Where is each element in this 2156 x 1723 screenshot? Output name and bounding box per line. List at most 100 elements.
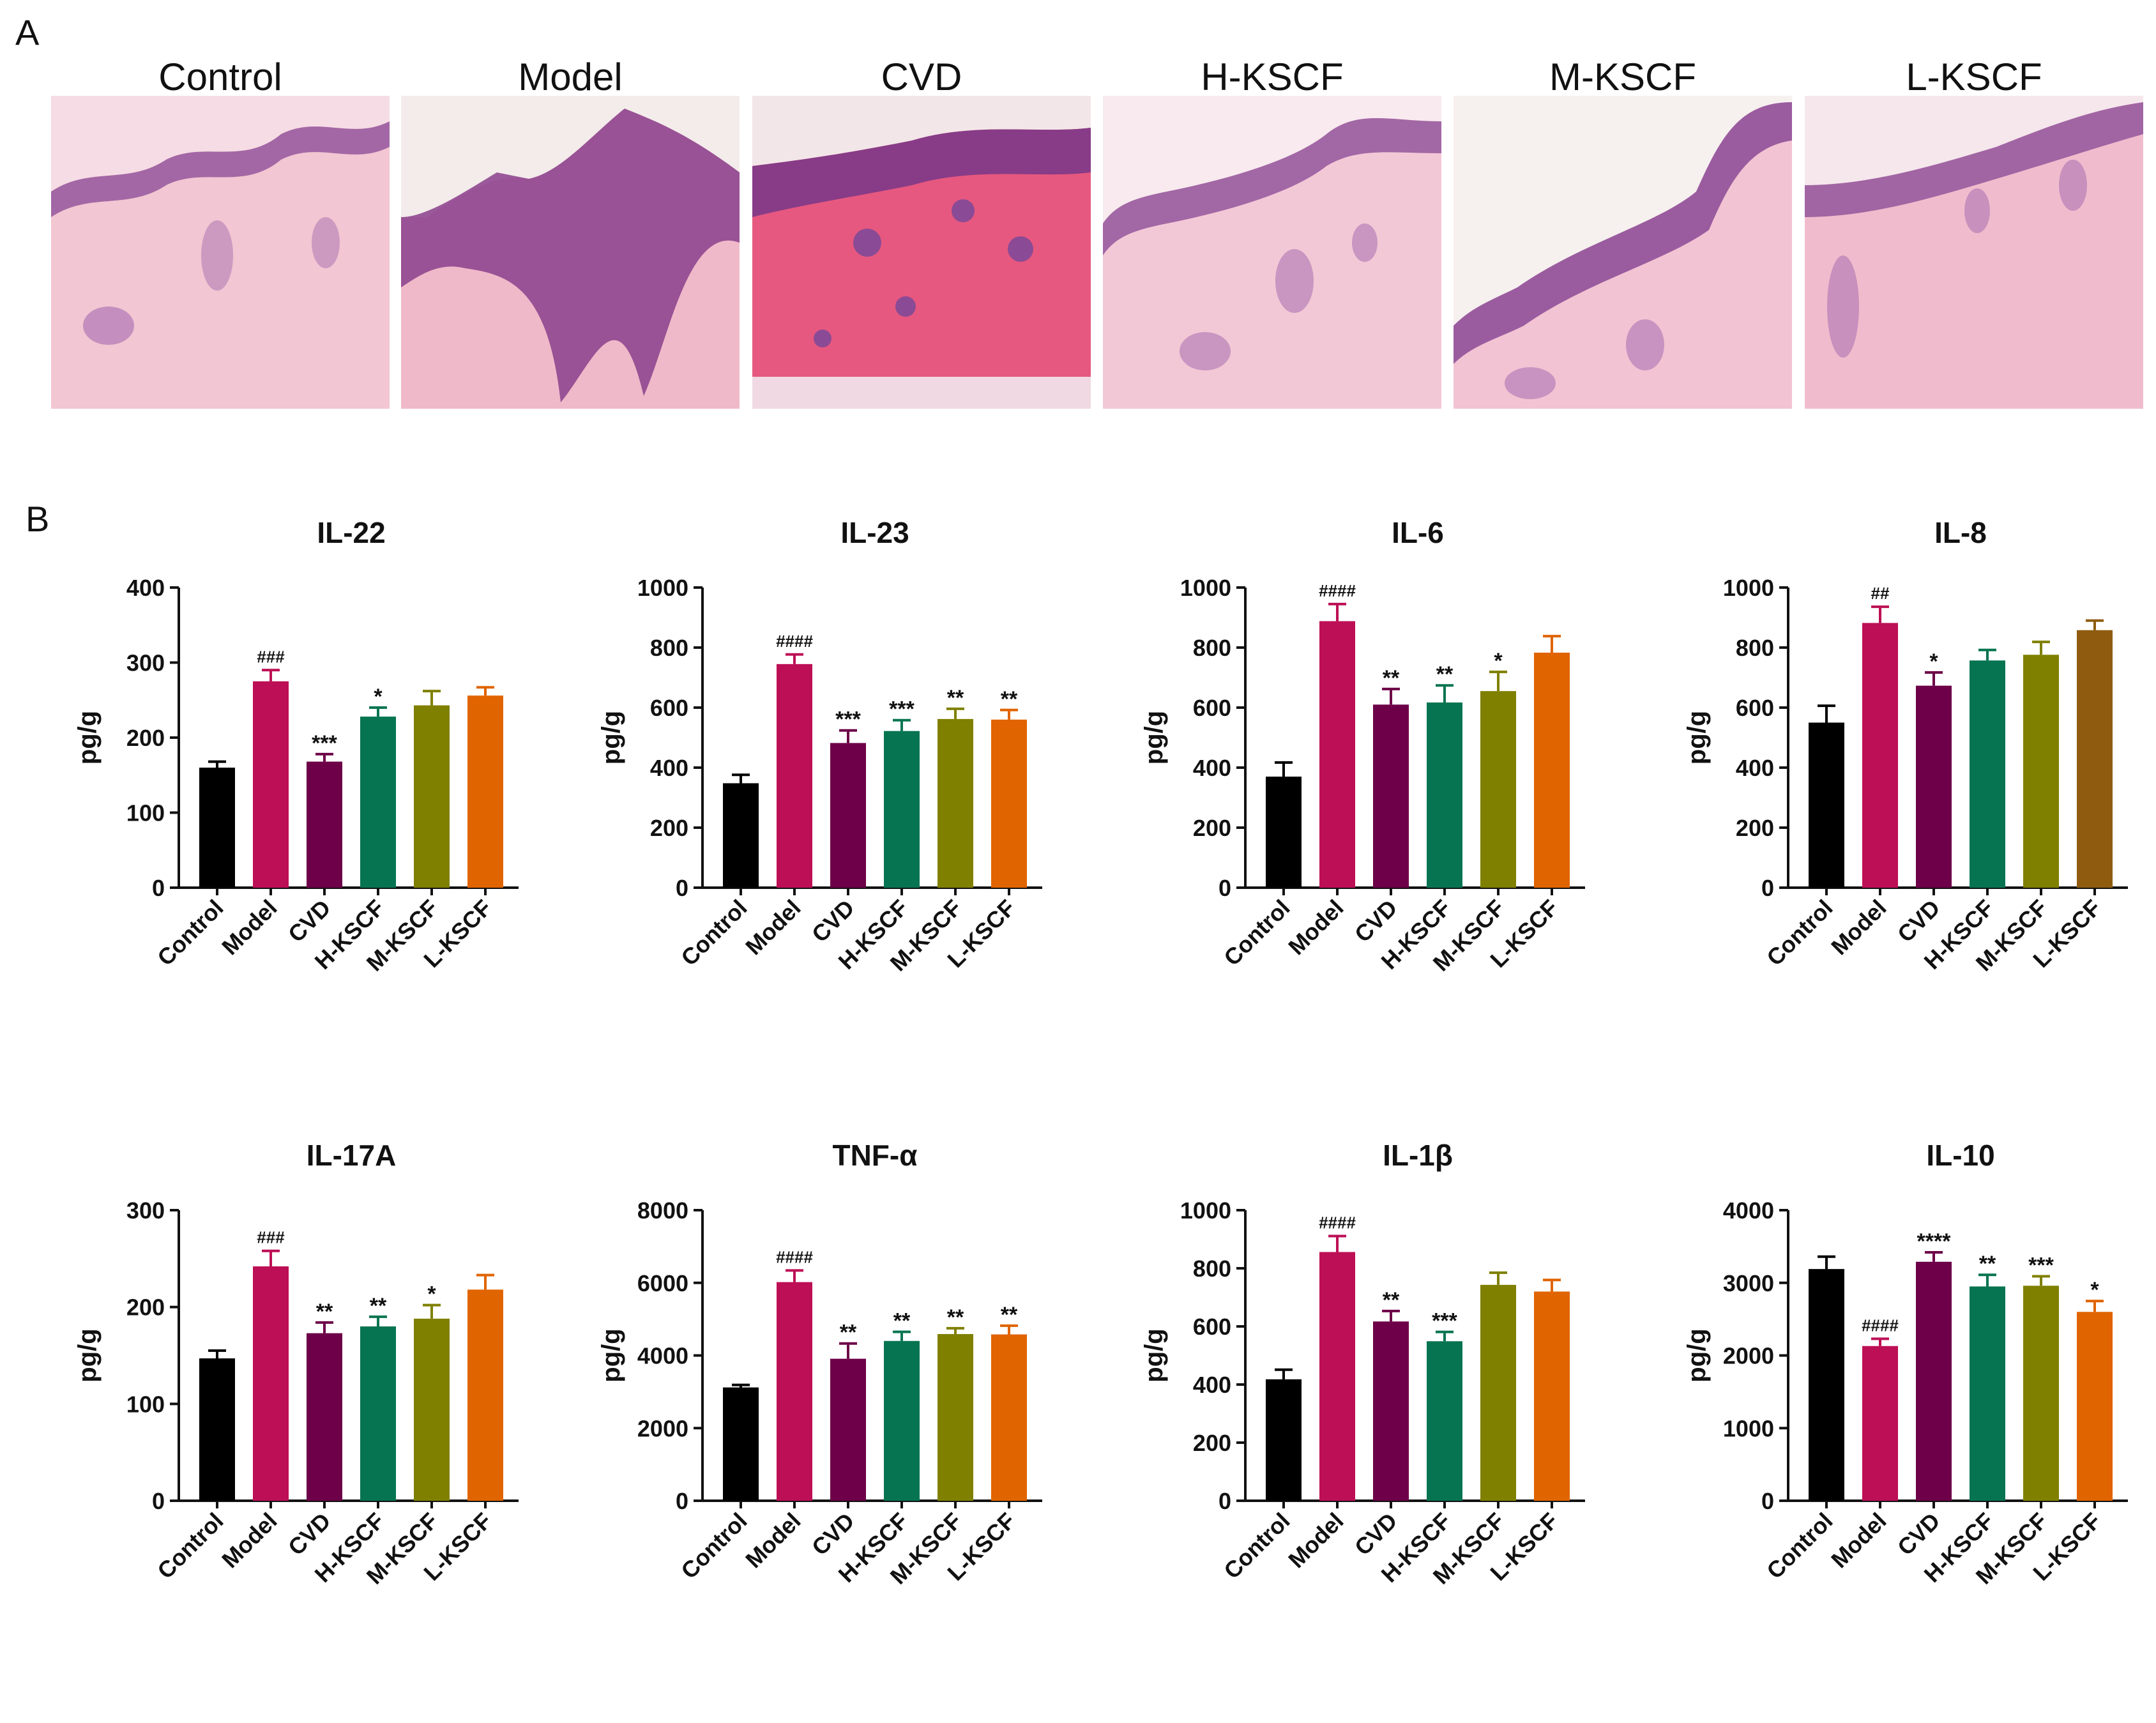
bar-m-kscf [2023, 655, 2059, 888]
y-tick-label: 4000 [1723, 1197, 1774, 1224]
significance-label: ## [1871, 584, 1890, 603]
y-axis-label: pg/g [1140, 711, 1168, 764]
significance-label: **** [1917, 1229, 1952, 1254]
histo-label-m-kscf: M-KSCF [1549, 56, 1696, 98]
y-tick-label: 1000 [637, 575, 688, 601]
x-tick-label: Control [1761, 895, 1837, 971]
bar-control [1809, 722, 1844, 888]
x-tick-label: Control [1218, 895, 1294, 971]
chart-il-6: IL-6 pg/g 0 200 400 600 800 1000 Control #### Mode… [1140, 516, 1585, 976]
significance-label: * [374, 685, 383, 709]
bar-l-kscf [991, 719, 1027, 888]
bar-model [253, 681, 289, 888]
x-tick-label: Control [152, 1508, 228, 1584]
significance-label: ** [370, 1294, 387, 1318]
histology-image-model [401, 96, 740, 409]
y-tick-label: 200 [1193, 815, 1231, 841]
y-tick-label: 4000 [637, 1343, 688, 1369]
histo-label-h-kscf: H-KSCF [1201, 56, 1344, 98]
y-tick-label: 8000 [637, 1197, 688, 1224]
bar-m-kscf [414, 705, 450, 888]
x-tick-label: Control [676, 1508, 752, 1584]
histology-image-cvd [752, 96, 1091, 409]
bar-cvd [830, 1358, 866, 1501]
x-tick-label: Model [740, 895, 806, 960]
chart-il-23: IL-23 pg/g 0 200 400 600 800 1000 Control #### Mod… [597, 516, 1042, 976]
bar-m-kscf [938, 718, 973, 888]
y-tick-label: 3000 [1723, 1270, 1774, 1296]
bar-model [777, 1282, 812, 1501]
y-tick-label: 800 [650, 635, 688, 661]
y-tick-label: 300 [126, 650, 165, 676]
chart-title: IL-8 [1934, 516, 1987, 549]
bar-cvd [307, 1333, 342, 1501]
significance-label: * [2090, 1278, 2099, 1302]
bar-h-kscf [884, 731, 920, 888]
chart-title: IL-17A [307, 1139, 397, 1172]
y-tick-label: 600 [650, 695, 688, 721]
y-tick-label: 800 [1736, 635, 1774, 661]
significance-label: * [1494, 649, 1503, 673]
significance-label: ** [1436, 662, 1454, 687]
y-tick-label: 400 [650, 755, 688, 781]
significance-label: ### [257, 647, 285, 666]
y-tick-label: 300 [126, 1197, 165, 1224]
histology-image-m-kscf [1454, 96, 1792, 409]
bar-cvd [1373, 1321, 1409, 1501]
bar-m-kscf [1480, 1284, 1516, 1501]
y-axis-label: pg/g [1140, 1328, 1168, 1382]
significance-label: *** [835, 708, 861, 732]
x-tick-label: Control [152, 895, 228, 971]
x-tick-label: Model [1826, 895, 1892, 960]
significance-label: * [1929, 649, 1938, 674]
bar-model [253, 1266, 289, 1501]
chart-il-1b: IL-1β pg/g 0 200 400 600 800 1000 Control #### Mod… [1140, 1139, 1585, 1590]
histo-label-l-kscf: L-KSCF [1906, 56, 2042, 98]
chart-il-22: IL-22pg/g0100200300400Control###Model***… [73, 516, 519, 976]
y-tick-label: 800 [1193, 1256, 1231, 1282]
histology-image-l-kscf [1805, 96, 2143, 409]
x-tick-label: Control [1761, 1508, 1837, 1584]
bar-control [1809, 1269, 1844, 1501]
bar-cvd [1373, 704, 1409, 888]
y-tick-label: 200 [650, 815, 688, 841]
y-tick-label: 400 [1193, 755, 1231, 781]
significance-label: ** [947, 1305, 964, 1330]
bar-l-kscf [2077, 630, 2113, 888]
histo-label-model: Model [518, 56, 623, 98]
y-tick-label: 200 [1736, 815, 1774, 841]
bar-l-kscf [2077, 1312, 2113, 1501]
bar-h-kscf [1970, 1286, 2005, 1501]
x-tick-label: Model [1826, 1508, 1892, 1574]
bar-control [199, 1358, 235, 1501]
significance-label: #### [776, 1247, 813, 1266]
bar-model [777, 664, 812, 888]
bar-cvd [1916, 1261, 1952, 1501]
significance-label: ** [840, 1321, 857, 1345]
bar-m-kscf [414, 1318, 450, 1501]
significance-label: ** [1383, 1288, 1400, 1312]
y-tick-label: 600 [1193, 695, 1231, 721]
bar-l-kscf [1534, 1291, 1570, 1501]
significance-label: *** [1432, 1309, 1457, 1333]
bar-model [1862, 623, 1898, 888]
y-tick-label: 200 [1193, 1430, 1231, 1456]
bar-h-kscf [360, 717, 396, 888]
chart-title: IL-6 [1392, 516, 1444, 549]
x-tick-label: Model [740, 1508, 806, 1574]
y-tick-label: 400 [1736, 755, 1774, 781]
bar-control [199, 768, 235, 888]
chart-title: IL-1β [1383, 1139, 1453, 1172]
bar-cvd [1916, 685, 1952, 888]
y-tick-label: 0 [1218, 875, 1231, 901]
x-tick-label: Model [216, 1508, 282, 1574]
bar-model [1319, 621, 1355, 888]
bar-l-kscf [467, 1289, 503, 1501]
chart-il-10: IL-10 pg/g 0 1000 2000 3000 4000 Control #### Mod… [1683, 1139, 2128, 1590]
y-tick-label: 600 [1193, 1314, 1231, 1340]
y-axis-label: pg/g [1683, 711, 1711, 764]
y-tick-label: 2000 [1723, 1343, 1774, 1369]
y-tick-label: 400 [126, 575, 165, 601]
histo-label-control: Control [158, 56, 282, 98]
